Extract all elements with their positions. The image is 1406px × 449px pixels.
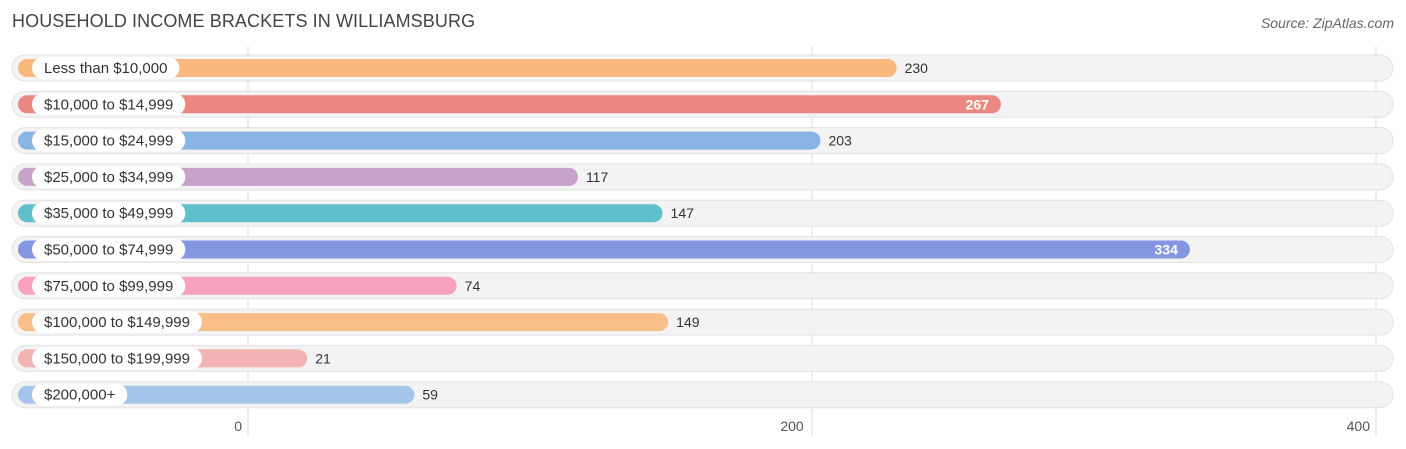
bar-row: $50,000 to $74,999 334 <box>11 236 1394 263</box>
value-label: 117 <box>586 169 609 185</box>
category-label: $150,000 to $199,999 <box>44 350 190 367</box>
value-label: 334 <box>1155 242 1179 258</box>
x-tick-label: 200 <box>780 418 804 434</box>
bar-row: $75,000 to $99,999 74 <box>11 272 1394 300</box>
bar-row: $35,000 to $49,999 147 <box>11 199 1394 227</box>
category-pill <box>32 383 128 406</box>
category-label: $100,000 to $149,999 <box>44 314 190 331</box>
bar <box>18 240 1190 259</box>
category-pill <box>32 347 202 370</box>
category-label: $50,000 to $74,999 <box>44 242 173 259</box>
bar-row: Less than $10,000 230 <box>11 54 1394 82</box>
category-label: $75,000 to $99,999 <box>44 278 173 295</box>
value-label: 59 <box>422 387 438 403</box>
category-pill <box>32 274 186 297</box>
category-label: $25,000 to $34,999 <box>44 169 173 186</box>
bar-row: $150,000 to $199,999 21 <box>11 344 1394 372</box>
category-pill <box>32 311 202 334</box>
bar <box>18 59 897 77</box>
category-pill <box>32 165 186 188</box>
bar-row: $10,000 to $14,999 267 <box>11 90 1394 118</box>
bar-cap <box>19 386 35 403</box>
bar-row: $200,000+ 59 <box>11 381 1394 409</box>
bar-track <box>11 344 1394 372</box>
bar-row: $25,000 to $34,999 117 <box>11 163 1394 191</box>
bar-cap <box>19 314 35 331</box>
value-label: 149 <box>676 314 700 330</box>
category-label: $200,000+ <box>44 387 116 404</box>
category-pill <box>32 129 186 152</box>
bar <box>18 131 821 150</box>
bar-cap <box>19 241 35 258</box>
bar <box>18 95 1001 114</box>
category-pill <box>32 238 186 261</box>
chart-title: HOUSEHOLD INCOME BRACKETS IN WILLIAMSBUR… <box>12 11 476 31</box>
category-label: $10,000 to $14,999 <box>44 96 173 113</box>
category-pill <box>32 202 186 225</box>
bar-cap <box>19 60 35 76</box>
category-pill <box>32 57 180 79</box>
bar-cap <box>19 132 35 149</box>
bar-cap <box>19 205 35 222</box>
bar-row: $100,000 to $149,999 149 <box>11 308 1394 336</box>
source-note: Source: ZipAtlas.com <box>1260 15 1394 31</box>
bar-row: $15,000 to $24,999 203 <box>11 127 1394 155</box>
value-label: 267 <box>966 96 990 112</box>
value-label: 230 <box>905 60 929 76</box>
value-label: 74 <box>465 278 481 294</box>
bar-cap <box>19 350 35 367</box>
category-pill <box>32 93 186 116</box>
category-label: $35,000 to $49,999 <box>44 205 173 222</box>
category-label: $15,000 to $24,999 <box>44 133 173 150</box>
bar-cap <box>19 168 35 185</box>
x-tick-label: 0 <box>234 418 242 434</box>
bar-cap <box>19 277 35 294</box>
category-label: Less than $10,000 <box>44 60 167 77</box>
value-label: 203 <box>828 133 852 149</box>
value-label: 147 <box>671 205 695 221</box>
bar-cap <box>19 96 35 113</box>
x-tick-label: 400 <box>1347 418 1371 434</box>
value-label: 21 <box>315 350 331 366</box>
